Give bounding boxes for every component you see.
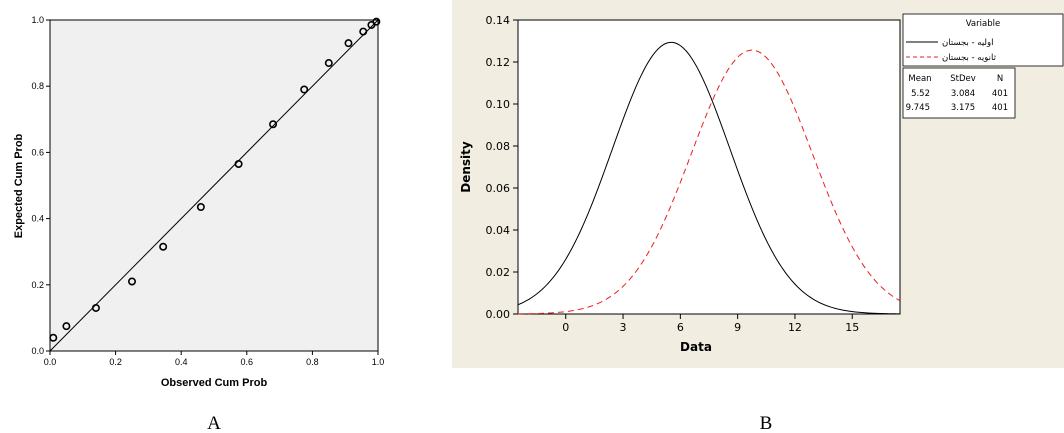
chart-a-point [269,120,278,129]
chart-a-point [159,242,168,251]
chart-b-x-label: Data [680,340,712,354]
legend-stat-mean-2: 9.745 [906,103,930,113]
chart-b-y-tick-label: 0.08 [486,140,511,153]
chart-a-point [49,333,58,342]
chart-b-x-ticks: 0 3 6 9 12 15 [562,314,859,334]
chart-a-point [359,27,368,36]
chart-a-y-label: Expected Cum Prob [13,133,25,238]
legend-stat-mean-1: 5.52 [911,89,930,99]
chart-b-x-tick-label: 6 [677,321,684,334]
chart-b-y-tick-label: 0.00 [486,308,511,321]
legend-stat-header-mean: Mean [908,74,931,84]
chart-a-y-tick-label: 0.4 [31,214,44,224]
chart-b-y-tick-label: 0.04 [486,224,511,237]
chart-a-x-tick-label: 0.6 [241,357,254,367]
chart-a-point [91,303,100,312]
chart-b-y-tick-label: 0.12 [486,56,511,69]
chart-b-series-line-1 [517,41,901,315]
chart-b-y-tick-label: 0.14 [486,14,511,27]
legend-stat-header-n: N [997,74,1003,84]
chart-a-panel-label: A [207,413,221,433]
chart-a-y-tick-label: 0.6 [31,147,44,157]
legend-stat-stdev-2: 3.175 [951,103,975,113]
chart-b-series-line-2 [517,49,901,315]
chart-b-x-tick-label: 0 [562,321,569,334]
chart-b-series-lines [517,41,901,315]
chart-b-y-label: Density [459,141,473,193]
chart-a-x-label: Observed Cum Prob [161,377,268,389]
chart-a: 0.0 0.2 0.4 0.6 0.8 1.0 0.0 0.2 0.4 0.6 0.8 1.0 Ob… [13,15,384,433]
chart-b-panel-label: B [760,413,773,433]
legend-stat-n-1: 401 [992,89,1008,99]
legend-series-2-name: ثانویه - بجستان [942,53,997,63]
chart-b-plot-area [517,19,901,315]
chart-a-point [344,39,353,48]
chart-a-x-tick-label: 0.8 [306,357,319,367]
chart-a-y-tick-label: 0.8 [31,81,44,91]
chart-a-x-tick-label: 0.4 [175,357,188,367]
chart-b-y-tick-label: 0.10 [486,98,511,111]
chart-a-point [196,203,205,212]
chart-a-point [62,322,71,331]
legend-stat-header-stdev: StDev [950,74,976,84]
chart-b-y-ticks: 0.00 0.02 0.04 0.06 0.08 0.10 0.12 0.14 [486,14,518,321]
chart-a-reference-line [49,19,379,352]
chart-a-point [324,59,333,68]
chart-a-y-tick-label: 0.0 [31,346,44,356]
chart-b-x-tick-label: 12 [788,321,802,334]
chart-a-x-ticks: 0.0 0.2 0.4 0.6 0.8 1.0 [44,351,385,367]
chart-b: 0 3 6 9 12 15 0.00 0.02 0.04 0.06 0.08 0.10 0.12 0.1… [452,0,1064,433]
chart-a-y-ticks: 0.0 0.2 0.4 0.6 0.8 1.0 [31,15,50,356]
chart-a-point [128,277,137,286]
chart-b-y-tick-label: 0.02 [486,266,511,279]
legend-series-1-name: اولیه - بجستان [942,38,993,48]
chart-b-legend: Variable اولیه - بجستان ثانویه - بجستان … [902,13,1064,119]
chart-a-y-tick-label: 1.0 [31,15,44,25]
chart-b-y-tick-label: 0.06 [486,182,511,195]
chart-b-x-tick-label: 15 [845,321,859,334]
legend-title: Variable [966,19,1000,29]
chart-b-x-tick-label: 3 [620,321,627,334]
legend-stat-n-2: 401 [992,103,1008,113]
chart-a-y-tick-label: 0.2 [31,280,44,290]
chart-a-point [234,159,243,168]
chart-a-point [300,85,309,94]
chart-b-x-tick-label: 9 [734,321,741,334]
chart-a-points [49,17,381,342]
legend-stat-stdev-1: 3.084 [951,89,975,99]
chart-a-x-tick-label: 1.0 [372,357,385,367]
chart-a-point [372,17,381,26]
chart-a-x-tick-label: 0.0 [44,357,57,367]
chart-a-x-tick-label: 0.2 [109,357,122,367]
legend-stats-box [902,67,1016,119]
